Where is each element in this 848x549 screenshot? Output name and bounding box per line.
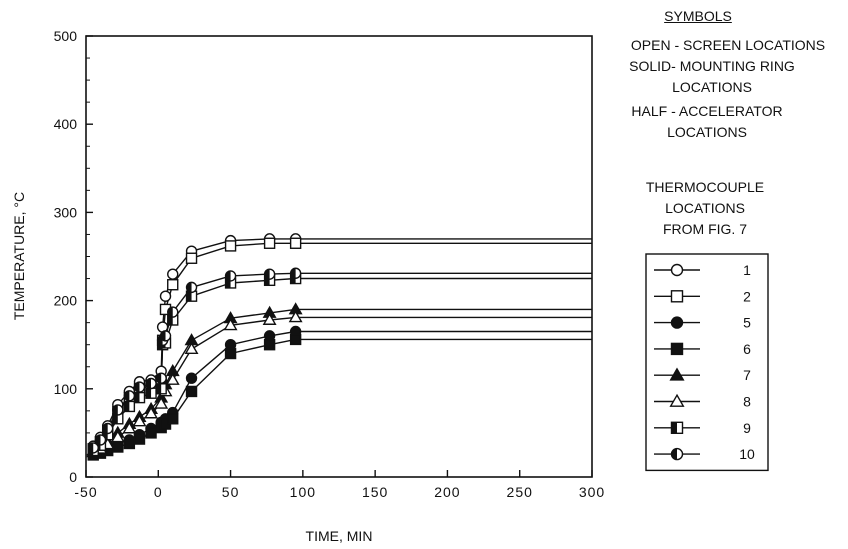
data-point-10 [123,390,136,402]
legend-title-line-1: THERMOCOUPLE [645,179,765,195]
data-point-2 [289,237,302,249]
legend-label: 2 [743,288,751,304]
legend-marker-5 [670,316,684,329]
legend-label: 1 [743,262,751,278]
data-point-8 [223,318,238,331]
data-point-10 [112,404,124,416]
data-point-9 [145,387,157,399]
y-tick-label: 0 [69,469,77,485]
plot-frame [85,35,593,478]
data-point-8 [165,372,180,385]
legend-label: 7 [743,367,751,383]
data-point-2 [224,240,237,252]
data-point-6 [133,433,146,445]
data-point-10 [263,268,276,280]
data-point-10 [133,381,146,393]
legend-marker-6 [670,342,684,356]
data-point-5 [185,372,198,384]
series-line-6 [93,338,592,456]
legend-label: 9 [743,420,751,436]
data-point-8 [288,310,303,323]
y-axis-label: TEMPERATURE, °C [11,192,27,320]
data-point-8 [262,312,277,325]
data-point-9 [155,383,167,395]
legend-marker-8 [669,393,685,407]
legend-label: 5 [743,315,751,331]
data-point-10 [185,281,198,294]
symbols-note-half-cont: LOCATIONS [667,124,747,140]
data-point-8 [184,341,199,355]
x-tick-label: 300 [579,484,605,500]
symbols-note-open: OPEN - SCREEN LOCATIONS [630,37,826,53]
data-point-8 [154,396,169,409]
legend-label: 6 [743,341,751,357]
y-tick-label: 200 [54,293,78,309]
x-tick-label: 50 [222,484,240,500]
data-point-8 [122,421,137,434]
data-point-2 [185,252,198,264]
data-point-2 [263,237,276,249]
x-tick-label: 0 [154,484,163,500]
data-point-10 [289,267,302,279]
y-tick-label: 400 [54,116,78,132]
data-point-2 [167,279,179,291]
data-point-10 [155,372,167,384]
x-tick-label: 100 [290,484,316,500]
data-point-10 [159,330,172,342]
y-tick-label: 300 [54,204,78,220]
x-tick-label: 250 [507,484,533,500]
data-point-6 [145,427,157,439]
x-tick-label: 200 [434,484,460,500]
y-tick-label: 100 [54,381,78,397]
data-point-6 [123,437,136,450]
data-point-6 [167,413,179,425]
data-point-6 [224,347,237,360]
legend-label: 8 [743,394,751,410]
data-point-10 [87,442,99,454]
data-point-10 [224,270,237,282]
legend-title-line-3: FROM FIG. 7 [663,221,747,237]
x-tick-label: 150 [362,484,388,500]
data-point-10 [101,422,114,435]
legend-title-line-2: LOCATIONS [665,200,745,216]
data-point-6 [289,333,302,346]
symbols-heading: SYMBOLS [664,8,732,24]
data-point-8 [110,430,125,443]
data-point-10 [94,434,107,446]
data-point-6 [263,339,276,351]
y-tick-label: 500 [54,28,78,44]
data-point-6 [112,441,124,453]
legend: 1 2 5 6 7 8 9 10 [645,253,769,472]
data-point-9 [133,391,146,404]
data-point-9 [123,400,136,413]
legend-marker-2 [670,290,684,303]
data-point-10 [167,306,179,318]
data-point-10 [145,377,157,390]
data-point-8 [144,406,159,419]
data-point-6 [185,385,198,398]
legend-label: 10 [739,446,755,462]
symbols-note-solid: SOLID- MOUNTING RING [629,58,795,74]
x-axis-label: TIME, MIN [306,528,373,544]
symbols-note-half: HALF - ACCELERATOR [631,103,783,119]
data-point-1 [167,268,179,280]
data-point-8 [132,414,147,427]
legend-marker-7 [669,367,685,381]
legend-box [645,253,769,472]
legend-marker-9 [670,421,684,434]
data-point-1 [159,290,172,302]
symbols-note-solid-cont: LOCATIONS [672,79,752,95]
legend-marker-1 [670,263,684,277]
legend-marker-10 [670,447,684,461]
x-tick-label: -50 [74,484,97,500]
